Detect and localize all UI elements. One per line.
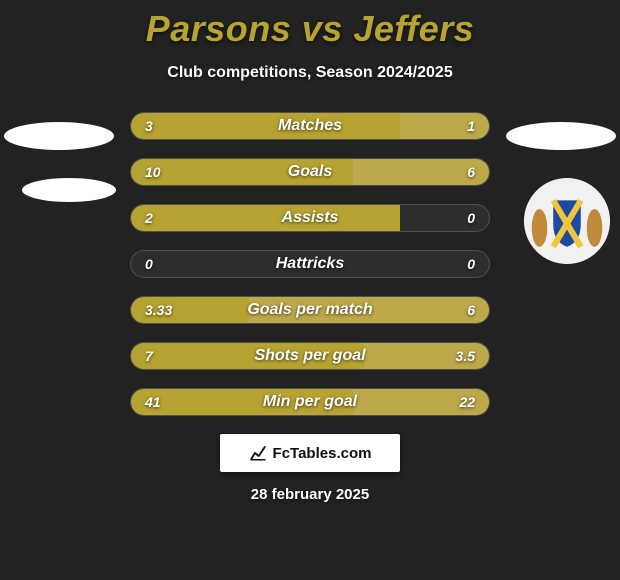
stat-row: Matches31 xyxy=(130,112,490,140)
stat-row: Goals106 xyxy=(130,158,490,186)
stat-label: Hattricks xyxy=(131,251,489,277)
stat-value-right: 0 xyxy=(467,251,475,277)
stat-value-left: 0 xyxy=(145,251,153,277)
stat-bar-right xyxy=(249,297,489,323)
brand-badge[interactable]: FcTables.com xyxy=(220,434,400,472)
stat-value-right: 0 xyxy=(467,205,475,231)
stat-bar-left xyxy=(131,113,400,139)
stat-value-left: 41 xyxy=(145,389,161,415)
crest-svg xyxy=(524,178,610,264)
footer-date: 28 february 2025 xyxy=(0,486,620,503)
club-crest xyxy=(524,178,610,264)
player-left-ellipse-bottom xyxy=(22,178,116,202)
stat-bar-left xyxy=(131,343,364,369)
stat-value-left: 3.33 xyxy=(145,297,172,323)
stat-bar-right xyxy=(400,113,490,139)
brand-label: FcTables.com xyxy=(273,445,372,462)
stat-value-right: 6 xyxy=(467,297,475,323)
comparison-card: Parsons vs Jeffers Club competitions, Se… xyxy=(0,0,620,580)
player-left-ellipse-top xyxy=(4,122,114,150)
stat-row: Assists20 xyxy=(130,204,490,232)
stat-value-right: 22 xyxy=(459,389,475,415)
stat-value-left: 2 xyxy=(145,205,153,231)
page-title: Parsons vs Jeffers xyxy=(0,0,620,50)
stat-bars: Matches31Goals106Assists20Hattricks00Goa… xyxy=(130,112,490,416)
crest-supporter-left xyxy=(532,209,547,247)
stat-bar-left xyxy=(131,159,353,185)
stat-value-left: 10 xyxy=(145,159,161,185)
crest-supporter-right xyxy=(587,209,602,247)
stat-row: Min per goal4122 xyxy=(130,388,490,416)
stat-value-right: 1 xyxy=(467,113,475,139)
chart-icon xyxy=(249,444,267,462)
stat-value-left: 7 xyxy=(145,343,153,369)
stat-value-left: 3 xyxy=(145,113,153,139)
stat-row: Hattricks0 0 xyxy=(130,250,490,278)
stat-value-right: 6 xyxy=(467,159,475,185)
stat-row: Goals per match3.336 xyxy=(130,296,490,324)
page-subtitle: Club competitions, Season 2024/2025 xyxy=(0,64,620,82)
stat-bar-left xyxy=(131,205,400,231)
player-right-ellipse-top xyxy=(506,122,616,150)
stat-row: Shots per goal73.5 xyxy=(130,342,490,370)
stat-bar-left xyxy=(131,389,353,415)
stat-value-right: 3.5 xyxy=(456,343,475,369)
